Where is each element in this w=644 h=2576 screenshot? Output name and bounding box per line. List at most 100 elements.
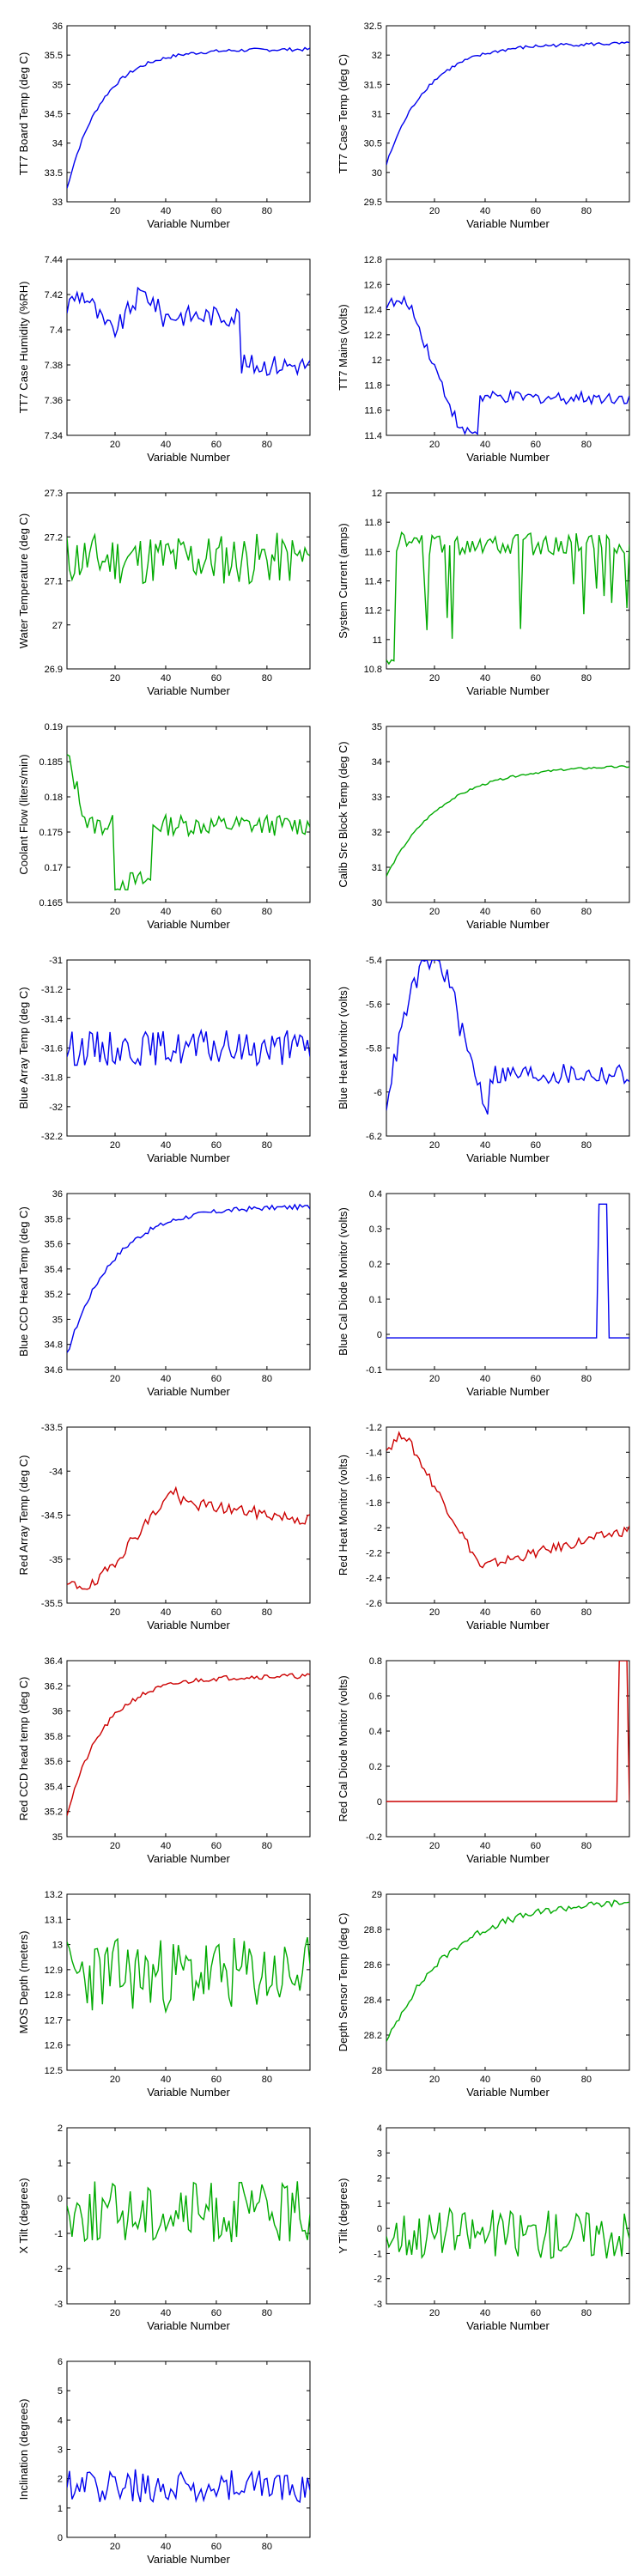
y-tick-label: 0.2 — [369, 1260, 382, 1270]
subplot-7: 20 40 60 80 0.165 0.17 0.175 0.18 0.185 0.19 Varia… — [17, 722, 311, 931]
x-tick-label: 80 — [262, 1374, 272, 1384]
x-tick-label: 80 — [262, 206, 272, 216]
y-tick-label: 27.3 — [45, 489, 63, 499]
y-tick-label: 11.6 — [364, 547, 382, 557]
y-tick-label: 3 — [58, 2445, 63, 2456]
y-tick-label: 11 — [373, 635, 382, 646]
y-tick-label: -34.5 — [41, 1511, 63, 1522]
subplot-3: 20 40 60 80 7.34 7.36 7.38 7.4 7.42 7.44 Variable … — [17, 255, 311, 464]
x-tick-label: 80 — [262, 1140, 272, 1151]
x-tick-label: 20 — [429, 1374, 440, 1384]
x-tick-label: 40 — [161, 1374, 171, 1384]
x-tick-label: 60 — [531, 2308, 541, 2318]
y-tick-label: 13.1 — [45, 1915, 63, 1925]
y-tick-label: 33 — [372, 793, 382, 803]
x-tick-label: 40 — [161, 907, 171, 917]
x-tick-label: 60 — [211, 2075, 222, 2085]
x-tick-label: 20 — [110, 1607, 120, 1618]
y-tick-label: 2 — [58, 2475, 63, 2485]
series-line — [67, 1485, 310, 1590]
y-tick-label: 12.9 — [45, 1965, 63, 1976]
x-tick-label: 80 — [581, 440, 592, 450]
y-tick-label: -2 — [374, 1523, 382, 1534]
x-tick-label: 20 — [110, 2075, 120, 2085]
y-tick-label: -5.8 — [366, 1044, 382, 1054]
x-tick-label: 40 — [161, 440, 171, 450]
y-tick-label: -2 — [374, 2275, 382, 2285]
x-tick-label: 40 — [161, 1607, 171, 1618]
y-tick-label: 1 — [58, 2504, 63, 2514]
x-tick-label: 80 — [262, 2075, 272, 2085]
y-tick-label: 35 — [52, 1832, 63, 1843]
x-tick-label: 40 — [480, 673, 490, 683]
y-tick-label: 12.8 — [45, 1990, 63, 2001]
series-line — [67, 1673, 310, 1816]
x-axis-label: Variable Number — [466, 2319, 550, 2332]
y-axis-label: Inclination (degrees) — [17, 2399, 30, 2500]
x-tick-label: 20 — [110, 673, 120, 683]
axes-frame — [66, 2360, 311, 2538]
x-axis-label: Variable Number — [466, 1151, 550, 1164]
y-tick-label: 35.6 — [45, 1757, 63, 1767]
x-axis-label: Variable Number — [147, 217, 230, 230]
x-tick-label: 20 — [429, 1140, 440, 1151]
y-tick-label: -6 — [374, 1088, 382, 1098]
subplot-13: 20 40 60 80 -35.5 -35 -34.5 -34 -33.5 Variable Nu… — [17, 1423, 311, 1631]
x-tick-label: 20 — [110, 1841, 120, 1851]
series-line — [67, 286, 310, 377]
y-axis-label: Calib Src Block Temp (deg C) — [337, 741, 349, 887]
axes-frame — [66, 1660, 311, 1838]
axes-frame — [386, 1893, 630, 2071]
axes-frame — [386, 258, 630, 436]
y-axis-label: Blue Array Temp (deg C) — [17, 987, 30, 1109]
y-axis-label: TT7 Case Humidity (%RH) — [17, 282, 30, 414]
x-tick-label: 60 — [211, 440, 222, 450]
y-axis-label: MOS Depth (meters) — [17, 1931, 30, 2034]
x-tick-label: 20 — [429, 2308, 440, 2318]
x-tick-label: 40 — [480, 206, 490, 216]
x-tick-label: 60 — [211, 2308, 222, 2318]
y-tick-label: 30 — [372, 898, 382, 908]
y-tick-label: 29 — [372, 1890, 382, 1900]
subplot-4: 20 40 60 80 11.4 11.6 11.8 12 12.2 12.4 12.6 12.8 Va… — [337, 255, 630, 464]
y-tick-label: 0.6 — [369, 1692, 382, 1702]
subplot-19: 20 40 60 80 -3 -2 -1 0 1 2 Variable Number X Tilt (… — [17, 2123, 311, 2332]
x-tick-label: 60 — [531, 1841, 541, 1851]
x-tick-label: 40 — [480, 1374, 490, 1384]
x-tick-label: 80 — [262, 2308, 272, 2318]
x-tick-label: 60 — [211, 673, 222, 683]
series-line — [67, 754, 310, 891]
x-tick-label: 60 — [211, 206, 222, 216]
x-tick-label: 60 — [531, 2075, 541, 2085]
y-tick-label: 34.6 — [45, 1365, 63, 1376]
y-tick-label: 35 — [52, 1315, 63, 1325]
subplot-2: 20 40 60 80 29.5 30 30.5 31 31.5 32 32.5 Variable N… — [337, 21, 630, 230]
axes-frame — [66, 492, 311, 670]
x-tick-label: 60 — [531, 1140, 541, 1151]
y-axis-label: Red CCD head temp (deg C) — [17, 1677, 30, 1821]
y-tick-label: 11.8 — [364, 380, 382, 391]
y-tick-label: 5 — [58, 2386, 63, 2397]
y-tick-label: 7.36 — [45, 396, 63, 406]
y-tick-label: 30 — [372, 168, 382, 179]
y-tick-label: 11.4 — [364, 577, 382, 587]
x-tick-label: 60 — [531, 673, 541, 683]
y-tick-label: 7.4 — [50, 325, 63, 336]
y-axis-label: Blue CCD Head Temp (deg C) — [17, 1206, 30, 1357]
x-tick-label: 40 — [480, 2075, 490, 2085]
y-tick-label: 35.4 — [45, 1782, 63, 1792]
y-tick-label: 2 — [377, 2174, 382, 2184]
series-line — [386, 1899, 629, 2042]
y-tick-label: -5.4 — [366, 956, 382, 966]
y-tick-label: 36 — [52, 21, 63, 32]
x-tick-label: 20 — [110, 440, 120, 450]
y-tick-label: 26.9 — [45, 665, 63, 675]
y-tick-label: 4 — [377, 2123, 382, 2134]
y-tick-label: -34 — [49, 1467, 63, 1477]
subplot-1: 20 40 60 80 33 33.5 34 34.5 35 35.5 36 Variable Num… — [17, 21, 311, 230]
y-tick-label: 12.8 — [364, 255, 382, 265]
x-axis-label: Variable Number — [147, 918, 230, 931]
y-tick-label: -0.2 — [366, 1832, 382, 1843]
y-tick-label: 32.5 — [364, 21, 382, 32]
